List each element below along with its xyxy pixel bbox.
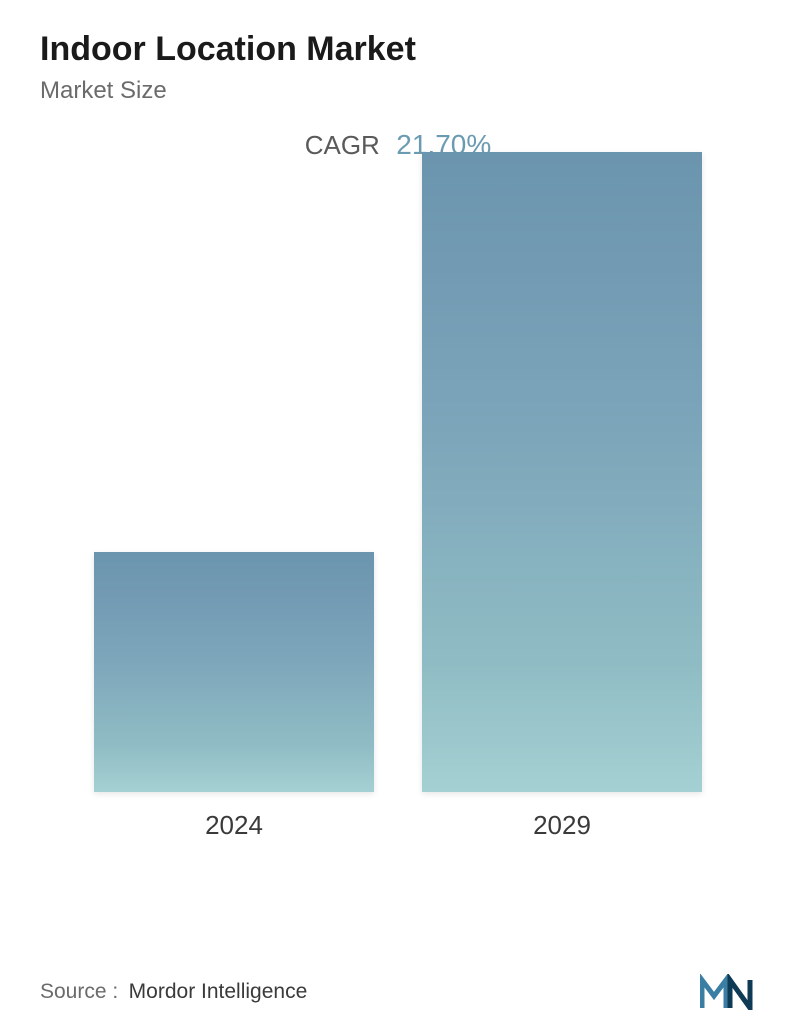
mordor-intelligence-logo-icon [700,974,756,1010]
bar-label: 2029 [533,810,591,841]
page-subtitle: Market Size [40,77,756,105]
source-name: Mordor Intelligence [129,980,308,1003]
bar-group: 2024 [94,552,374,841]
bar-label: 2024 [205,810,263,841]
source-label: Source : [40,980,118,1003]
bar-2029 [422,152,702,792]
cagr-label: CAGR [305,130,380,161]
bar-group: 2029 [422,152,702,841]
bar-chart: 2024 2029 [70,181,726,901]
source-text: Source : Mordor Intelligence [40,980,307,1004]
footer: Source : Mordor Intelligence [40,974,756,1010]
page-title: Indoor Location Market [40,30,756,69]
bar-2024 [94,552,374,792]
